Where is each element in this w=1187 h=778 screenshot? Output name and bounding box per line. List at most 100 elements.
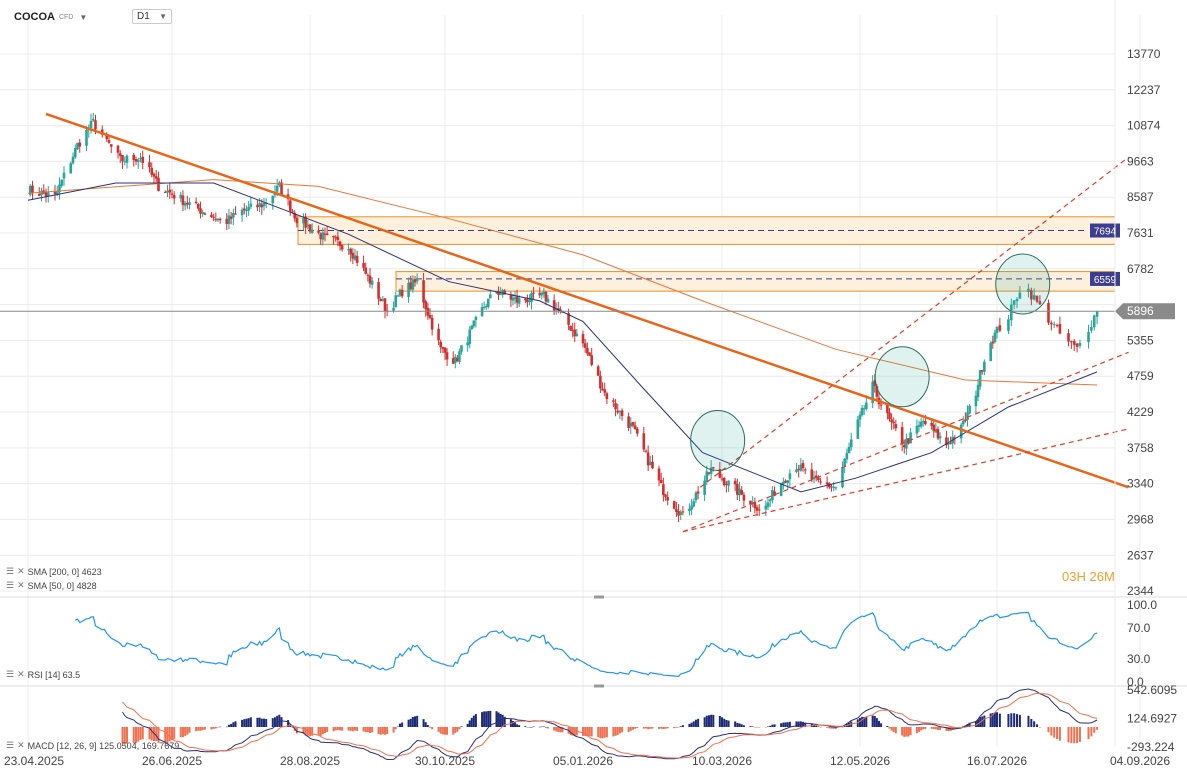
symbol-name[interactable]: COCOA: [14, 11, 55, 23]
candle-body: [530, 293, 533, 303]
macd-bar: [1036, 724, 1039, 728]
macd-bar: [727, 720, 730, 728]
candle-body: [179, 194, 183, 199]
macd-bar: [677, 727, 680, 728]
macd-bar: [148, 727, 151, 740]
candle-body: [256, 205, 259, 208]
candle-body: [905, 438, 908, 449]
macd-bar: [666, 727, 669, 729]
settings-icon[interactable]: ☰: [6, 740, 15, 750]
symbol-dropdown-icon[interactable]: ▼: [79, 12, 88, 22]
macd-bar: [458, 727, 461, 730]
candle-body: [751, 501, 754, 504]
macd-bar: [894, 727, 897, 734]
date-axis-label: 04.09.2026: [1110, 754, 1170, 768]
macd-bar: [573, 727, 576, 737]
macd-bar: [245, 718, 248, 728]
macd-bar: [273, 717, 276, 728]
macd-bar: [782, 722, 785, 728]
candle-body: [1078, 342, 1082, 346]
macd-bar: [311, 727, 314, 736]
candle-body: [569, 325, 572, 331]
macd-bar: [815, 725, 818, 728]
macd-bar: [1056, 727, 1059, 740]
macd-bar: [309, 727, 311, 737]
candle-body: [559, 309, 562, 311]
macd-bar: [171, 727, 173, 741]
legend-sma200[interactable]: ☰ ✕ SMA [200, 0] 4623: [6, 566, 102, 577]
candle-body: [1052, 324, 1056, 326]
macd-bar: [364, 727, 367, 733]
macd-bar: [324, 727, 326, 734]
downtrend-line: [45, 112, 1129, 489]
candle-body: [69, 163, 73, 174]
macd-bar: [399, 723, 401, 728]
candle-body: [353, 255, 357, 260]
rsi-axis-label: 70.0: [1127, 621, 1151, 635]
macd-bar: [658, 727, 661, 729]
macd-bar: [1070, 727, 1073, 744]
candle-body: [707, 472, 711, 474]
candle-body: [705, 471, 709, 483]
macd-bar: [977, 719, 980, 728]
macd-bar: [692, 721, 695, 728]
date-axis-label: 10.03.2026: [692, 754, 752, 768]
close-icon[interactable]: ✕: [17, 740, 25, 750]
candle-body: [125, 155, 129, 163]
candle-body: [150, 167, 154, 175]
close-icon[interactable]: ✕: [17, 669, 25, 679]
macd-bar: [538, 726, 541, 728]
settings-icon[interactable]: ☰: [6, 580, 15, 590]
legend-rsi[interactable]: ☰ ✕ RSI [14] 63.5: [6, 669, 80, 680]
candle-body: [60, 179, 64, 186]
candle-body: [599, 375, 602, 389]
candle-body: [995, 326, 999, 334]
candle-body: [924, 421, 927, 425]
candle-body: [413, 279, 417, 283]
candle-body: [503, 290, 507, 295]
close-icon[interactable]: ✕: [17, 566, 25, 576]
macd-bar: [880, 723, 883, 728]
settings-icon[interactable]: ☰: [6, 566, 15, 576]
macd-bar: [1033, 721, 1036, 728]
macd-bar: [487, 711, 490, 728]
macd-bar: [688, 723, 691, 728]
candle-body: [949, 443, 952, 445]
macd-bar: [326, 727, 329, 732]
macd-bar: [773, 724, 776, 728]
candle-body: [618, 410, 622, 413]
timeframe-select[interactable]: D1 ▼: [132, 9, 172, 24]
macd-bar: [441, 727, 444, 735]
legend-sma50[interactable]: ☰ ✕ SMA [50, 0] 4828: [6, 580, 97, 591]
candle-body: [489, 294, 492, 299]
candle-body: [105, 134, 109, 140]
legend-macd[interactable]: ☰ ✕ MACD [12, 26, 9] 125.0504, 169.7679: [6, 740, 179, 751]
macd-bar: [219, 726, 222, 728]
candle-body: [742, 494, 746, 501]
macd-bar: [890, 727, 893, 731]
candle-body: [141, 156, 145, 163]
candle-body: [993, 332, 997, 343]
macd-bar: [422, 719, 425, 728]
macd-bar: [989, 713, 992, 728]
candle-body: [123, 161, 127, 163]
macd-bar: [936, 727, 939, 730]
macd-bar: [199, 727, 202, 731]
support-trendline: [699, 156, 1129, 488]
candle-body: [666, 497, 670, 501]
candle-body: [1055, 325, 1059, 327]
settings-icon[interactable]: ☰: [6, 669, 15, 679]
legend-rsi-label: RSI [14] 63.5: [27, 669, 81, 680]
close-icon[interactable]: ✕: [17, 580, 25, 590]
candle-body: [966, 412, 969, 421]
candle-body: [517, 298, 521, 304]
candle-body: [306, 224, 310, 227]
price-axis-label: 4229: [1127, 405, 1154, 419]
macd-bar: [232, 722, 235, 728]
candle-body: [571, 330, 575, 332]
macd-bar: [892, 727, 895, 733]
candle-body: [1018, 292, 1022, 299]
candle-body: [795, 469, 798, 472]
macd-bar: [753, 727, 756, 728]
